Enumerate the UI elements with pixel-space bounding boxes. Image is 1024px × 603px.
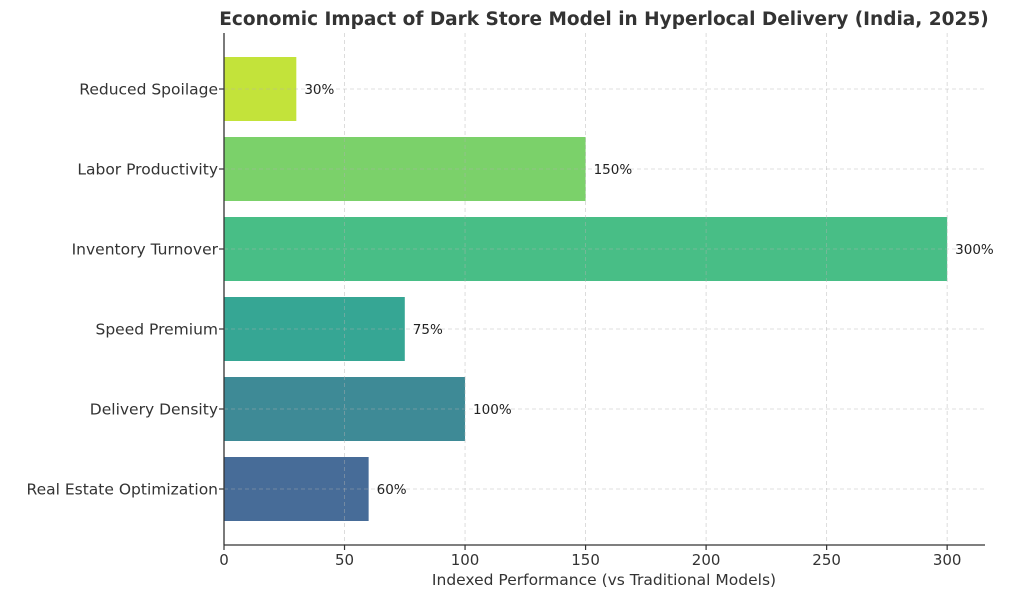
- data-label: 30%: [304, 82, 334, 98]
- y-ticks: Real Estate Optimization Delivery Density…: [27, 81, 224, 499]
- x-ticks: 0 50 100 150 200 250 300: [219, 545, 961, 569]
- x-tick-label: 0: [219, 551, 229, 569]
- chart-title: Economic Impact of Dark Store Model in H…: [219, 9, 988, 30]
- x-tick-label: 200: [692, 551, 721, 569]
- bar: [224, 137, 586, 201]
- data-label: 75%: [413, 322, 443, 338]
- x-tick-label: 250: [812, 551, 841, 569]
- data-labels: 60% 100% 75% 300% 150% 30%: [304, 82, 994, 498]
- data-label: 300%: [955, 242, 994, 258]
- y-tick-label: Inventory Turnover: [72, 241, 219, 259]
- y-tick-label: Real Estate Optimization: [27, 481, 218, 499]
- data-label: 150%: [594, 162, 633, 178]
- y-tick-label: Delivery Density: [90, 401, 218, 419]
- x-tick-label: 300: [933, 551, 962, 569]
- bar: [224, 297, 405, 361]
- y-tick-label: Labor Productivity: [77, 161, 218, 179]
- bars: [224, 57, 948, 521]
- x-axis-label: Indexed Performance (vs Traditional Mode…: [432, 571, 776, 589]
- y-tick-label: Speed Premium: [96, 321, 219, 339]
- x-tick-label: 150: [571, 551, 600, 569]
- y-tick-label: Reduced Spoilage: [79, 81, 218, 99]
- data-label: 60%: [377, 482, 407, 498]
- data-label: 100%: [473, 402, 512, 418]
- x-tick-label: 50: [335, 551, 354, 569]
- x-tick-label: 100: [451, 551, 480, 569]
